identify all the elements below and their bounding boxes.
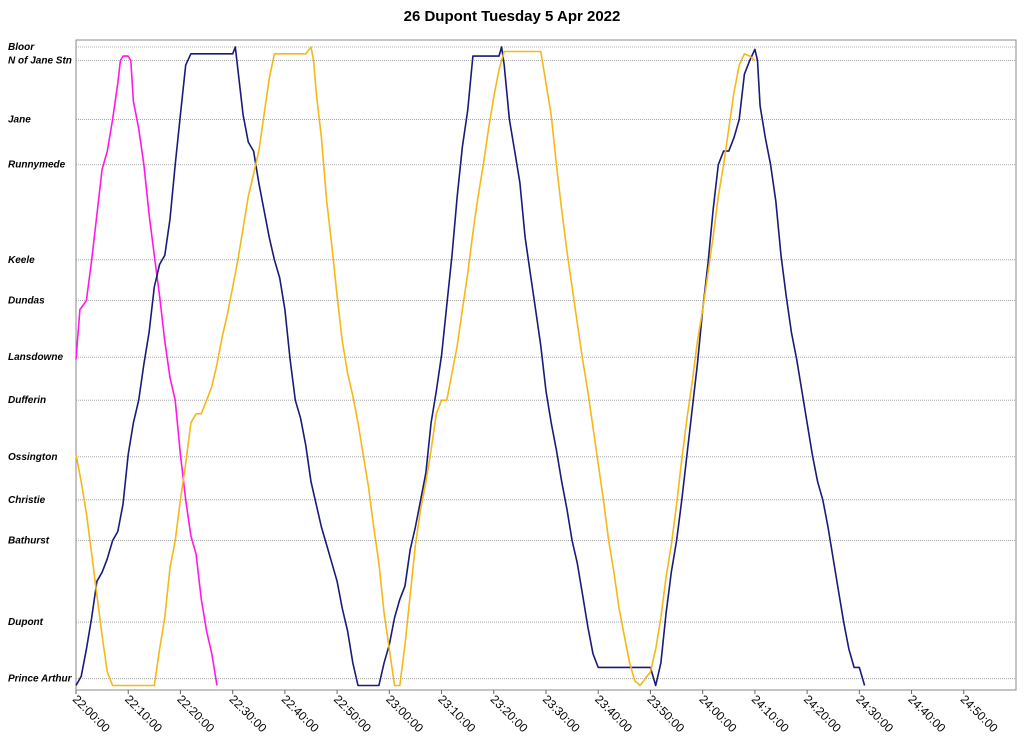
stop-label: Lansdowne [8,352,63,363]
stop-label: Bloor [8,42,35,53]
stop-label: N of Jane Stn [8,56,72,67]
stop-label: Christie [8,495,46,506]
x-tick-label: 24:20:00 [801,692,844,735]
x-tick-label: 24:30:00 [853,692,896,735]
stop-label: Ossington [8,452,57,463]
x-tick-label: 24:10:00 [749,692,792,735]
stop-label: Runnymede [8,160,66,171]
x-tick-label: 24:40:00 [905,692,948,735]
stop-label: Dufferin [8,395,46,406]
x-tick-label: 22:00:00 [70,692,113,735]
x-tick-label: 23:10:00 [435,692,478,735]
x-tick-label: 23:50:00 [644,692,687,735]
x-tick-label: 23:20:00 [488,692,531,735]
x-tick-label: 22:10:00 [122,692,165,735]
x-tick-label: 22:40:00 [279,692,322,735]
stop-label: Dundas [8,296,45,307]
stop-label: Jane [8,114,31,125]
chart-title: 26 Dupont Tuesday 5 Apr 2022 [403,8,621,25]
x-tick-label: 23:30:00 [540,692,583,735]
stop-label: Bathurst [8,536,50,547]
x-tick-label: 24:50:00 [958,692,1001,735]
x-tick-label: 22:20:00 [174,692,217,735]
x-tick-label: 23:40:00 [592,692,635,735]
stop-label: Dupont [8,617,44,628]
x-tick-label: 22:30:00 [227,692,270,735]
series-line-2 [75,46,756,687]
series-line-1 [75,46,866,687]
x-tick-label: 22:50:00 [331,692,374,735]
stop-label: Keele [8,255,35,266]
stop-label: Prince Arthur [8,674,73,685]
x-tick-label: 24:00:00 [697,692,740,735]
x-tick-label: 23:00:00 [383,692,426,735]
series-line-0 [75,55,218,686]
